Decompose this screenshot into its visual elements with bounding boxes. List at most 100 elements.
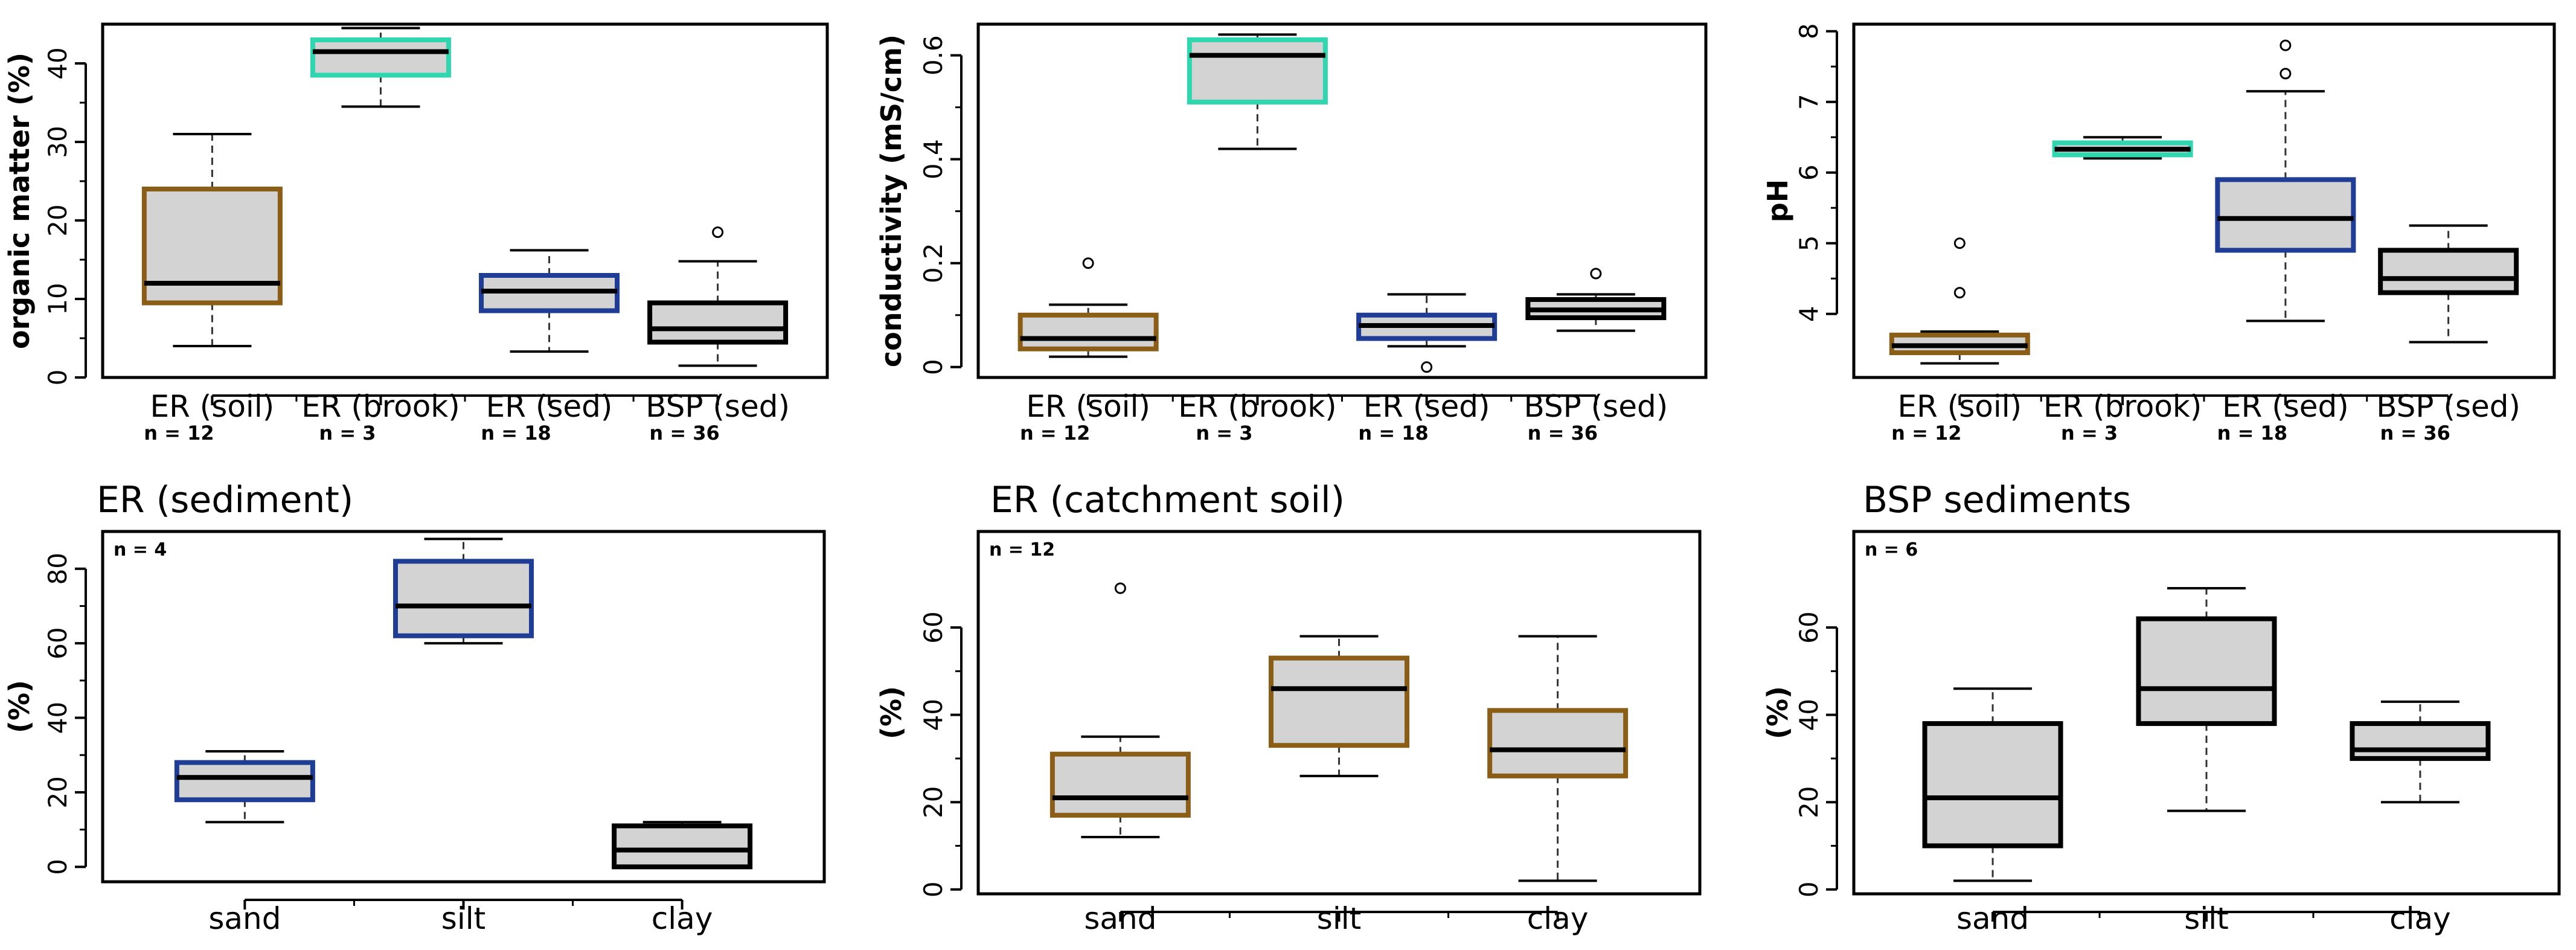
box-1 <box>1269 635 1409 777</box>
plot-frame <box>1852 530 2561 896</box>
iqr-box <box>1017 312 1159 351</box>
sample-size-label: n = 36 <box>2380 422 2450 445</box>
x-category-label: sand <box>1956 901 2029 936</box>
y-axis-label: conductivity (mS/cm) <box>875 34 908 367</box>
y-tick-label: 0 <box>918 881 948 897</box>
box-0 <box>1017 257 1159 358</box>
iqr-box <box>2378 248 2519 295</box>
iqr-box <box>612 823 753 870</box>
x-category-label: silt <box>441 901 485 936</box>
plot-frame <box>976 530 1702 896</box>
box-3 <box>647 226 789 367</box>
plot-frame <box>101 22 829 379</box>
y-tick-label: 40 <box>43 702 72 734</box>
box-3 <box>2378 224 2519 344</box>
outlier-point <box>2280 68 2292 80</box>
y-axis-label: pH <box>1761 179 1794 222</box>
x-category-label: ER (soil) <box>1026 389 1150 424</box>
y-tick-label: 20 <box>1794 786 1824 818</box>
iqr-box <box>310 37 451 78</box>
sample-size-label: n = 36 <box>649 422 719 445</box>
panel-title: BSP sediments <box>1863 479 2132 521</box>
sample-size-label: n = 18 <box>2217 422 2287 445</box>
x-category-label: ER (brook) <box>1178 389 1337 424</box>
box-3 <box>1525 268 1667 332</box>
y-tick-label: 80 <box>43 553 72 585</box>
sample-size-label: n = 36 <box>1528 422 1598 445</box>
iqr-box <box>2136 616 2277 727</box>
x-category-label: sand <box>1084 901 1156 936</box>
x-category-label: ER (sed) <box>486 389 613 424</box>
x-category-label: BSP (sed) <box>2376 389 2520 424</box>
y-tick-label: 8 <box>1794 23 1824 39</box>
y-tick-label: 5 <box>1794 235 1824 251</box>
y-tick-label: 0.2 <box>918 243 948 283</box>
outlier-point <box>1421 361 1433 373</box>
chart-panel-6: 0 20 40 60 (%) sand silt clay BSP sediments n = 6 <box>1761 479 2561 936</box>
x-category-label: silt <box>1317 901 1361 936</box>
x-category-label: ER (soil) <box>150 389 275 424</box>
chart-panel-5: 0 20 40 60 (%) sand silt clay ER (catchment soil… <box>875 479 1702 936</box>
y-tick-label: 20 <box>43 204 72 236</box>
y-tick-label: 20 <box>43 776 72 808</box>
box-1 <box>393 538 534 645</box>
iqr-box <box>1269 655 1409 748</box>
outlier-point <box>1082 257 1094 269</box>
plot-frame <box>101 530 826 884</box>
x-category-label: ER (sed) <box>2222 389 2349 424</box>
y-tick-label: 0.6 <box>918 35 948 75</box>
box-1 <box>310 27 451 108</box>
y-tick-label: 30 <box>43 126 72 158</box>
box-0 <box>1889 237 2030 365</box>
x-category-label: silt <box>2184 901 2228 936</box>
plot-frame <box>1852 22 2556 379</box>
box-0 <box>174 750 315 824</box>
sample-size-label: n = 3 <box>319 422 376 445</box>
box-2 <box>2215 39 2356 323</box>
y-tick-label: 20 <box>918 786 948 818</box>
iqr-box <box>647 300 789 345</box>
y-tick-label: 40 <box>1794 699 1824 731</box>
iqr-box <box>393 559 534 638</box>
iqr-box <box>1049 751 1191 818</box>
outlier-point <box>2280 39 2292 51</box>
sample-size-label: n = 12 <box>144 422 214 445</box>
sample-size-label: n = 18 <box>481 422 551 445</box>
y-axis-label: (%) <box>875 686 908 739</box>
sample-size-label: n = 18 <box>1358 422 1428 445</box>
box-2 <box>612 821 753 870</box>
sample-size-label: n = 12 <box>1020 422 1090 445</box>
y-tick-label: 60 <box>1794 611 1824 643</box>
x-category-label: clay <box>652 901 713 936</box>
plot-frame <box>976 22 1708 379</box>
sample-size-label: n = 3 <box>1196 422 1252 445</box>
sample-size-label: n = 12 <box>1891 422 1961 445</box>
box-1 <box>2052 136 2193 160</box>
sample-size-label: n = 4 <box>114 539 167 560</box>
iqr-box <box>141 187 283 306</box>
iqr-box <box>1922 721 2063 849</box>
x-category-label: sand <box>208 901 281 936</box>
box-0 <box>1049 582 1191 839</box>
sample-size-label: n = 12 <box>989 539 1055 560</box>
box-2 <box>2350 700 2491 804</box>
outlier-point <box>1590 268 1602 280</box>
y-tick-label: 4 <box>1794 306 1824 322</box>
y-tick-label: 40 <box>918 699 948 731</box>
y-tick-label: 0 <box>1794 881 1824 897</box>
y-tick-label: 0 <box>918 359 948 375</box>
box-1 <box>2136 586 2277 812</box>
y-axis-label: organic matter (%) <box>3 53 36 349</box>
y-tick-label: 60 <box>43 627 72 659</box>
iqr-box <box>1487 708 1629 778</box>
y-tick-label: 6 <box>1794 164 1824 181</box>
box-2 <box>1487 635 1629 882</box>
x-category-label: ER (soil) <box>1898 389 2022 424</box>
x-category-label: ER (brook) <box>301 389 460 424</box>
panel-title: ER (catchment soil) <box>990 479 1345 521</box>
y-tick-label: 40 <box>43 47 72 79</box>
x-category-label: BSP (sed) <box>1523 389 1668 424</box>
